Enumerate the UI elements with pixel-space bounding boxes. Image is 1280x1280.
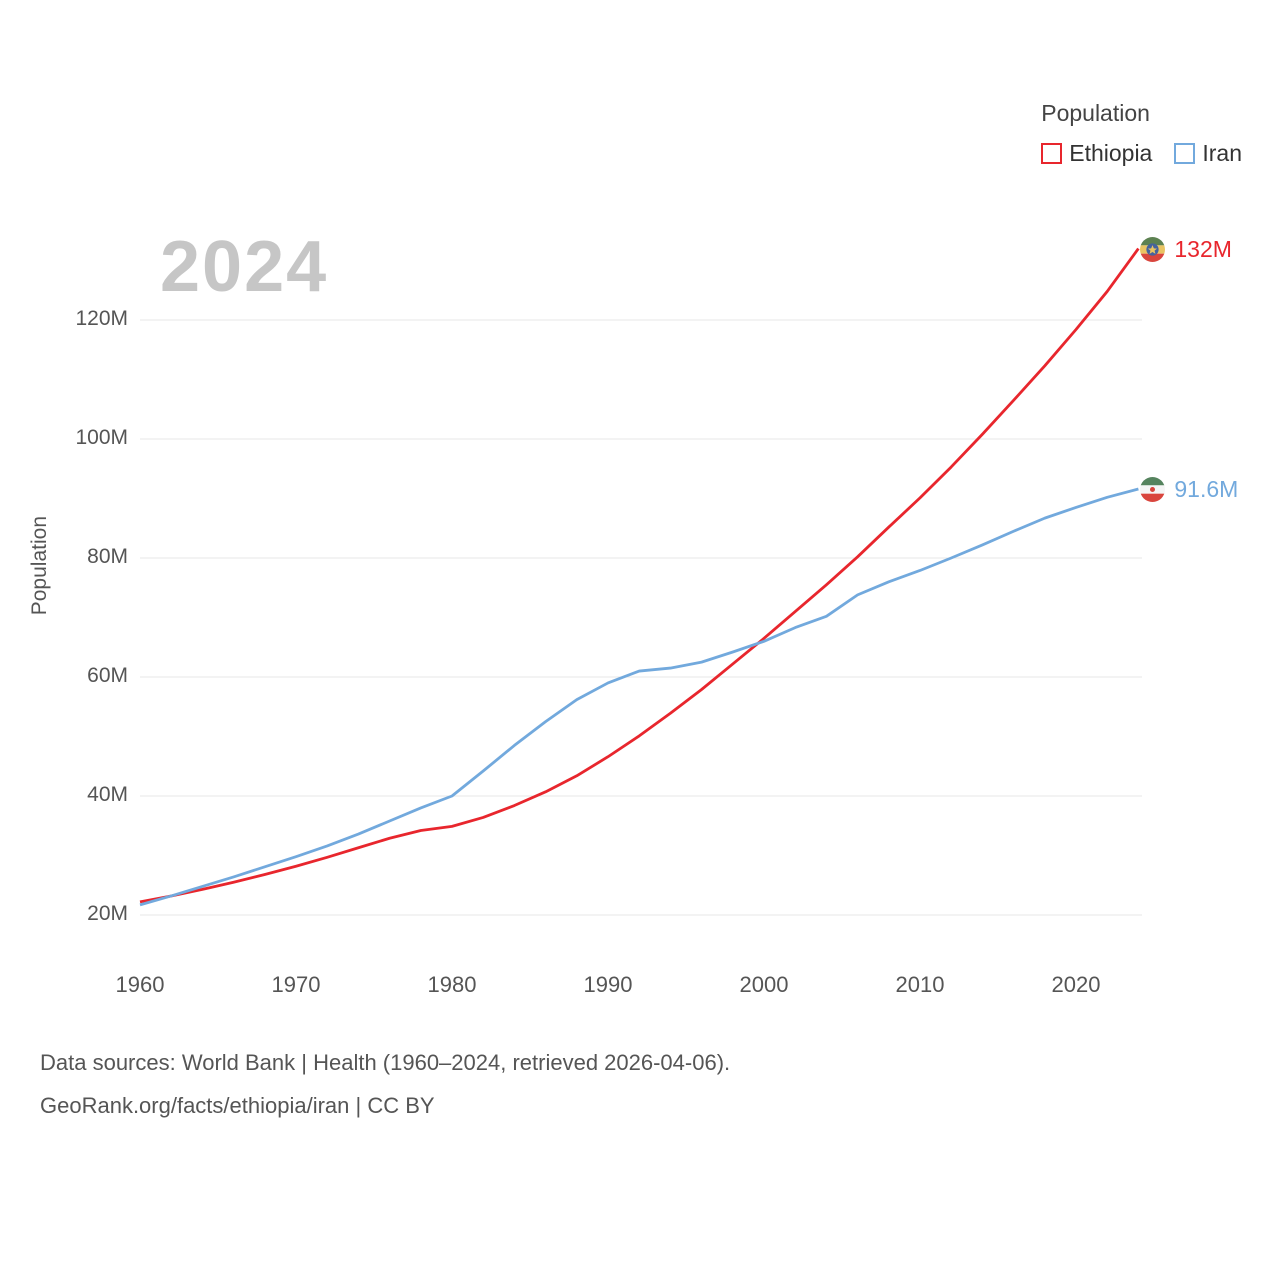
data-sources-line: Data sources: World Bank | Health (1960–… xyxy=(40,1050,731,1075)
x-tick-label: 2000 xyxy=(739,972,789,997)
legend-entry-label: Iran xyxy=(1202,140,1242,166)
ethiopia-series-swatch xyxy=(1041,143,1063,164)
x-tick-label: 1960 xyxy=(115,972,165,997)
legend-entries: Ethiopia Iran xyxy=(1041,140,1242,167)
gridlines xyxy=(140,319,1142,916)
x-tick-label: 2020 xyxy=(1051,972,1101,997)
legend-title: Population xyxy=(1041,100,1150,126)
iran-end-marker: 91.6M xyxy=(1140,476,1238,503)
iran-end-value: 91.6M xyxy=(1174,475,1239,502)
ethiopia-series-line[interactable] xyxy=(139,247,1140,904)
footer: Data sources: World Bank | Health (1960–… xyxy=(40,1042,730,1128)
ethiopia-end-value: 132M xyxy=(1174,235,1232,262)
y-tick-label: 20M xyxy=(87,902,128,925)
x-tick-label: 2010 xyxy=(895,972,945,997)
legend-entry-ethiopia[interactable]: Ethiopia xyxy=(1041,140,1152,167)
y-tick-label: 100M xyxy=(75,426,128,449)
y-tick-label: 120M xyxy=(75,307,128,330)
y-tick-label: 40M xyxy=(87,783,128,806)
y-tick-label: 60M xyxy=(87,664,128,687)
iran-series-swatch xyxy=(1174,143,1196,164)
legend: Population Ethiopia Iran xyxy=(1041,100,1242,167)
x-tick-label: 1980 xyxy=(427,972,477,997)
y-tick-label: 80M xyxy=(87,545,128,568)
ethiopia-end-marker: 132M xyxy=(1140,236,1232,263)
x-tick-label: 1990 xyxy=(583,972,633,997)
legend-entry-label: Ethiopia xyxy=(1069,140,1153,166)
year-watermark: 2024 xyxy=(160,227,329,307)
ethiopia-flag-icon xyxy=(1140,236,1166,262)
attribution-line: GeoRank.org/facts/ethiopia/iran | CC BY xyxy=(40,1092,435,1118)
iran-flag-icon xyxy=(1140,476,1166,502)
x-tick-label: 1970 xyxy=(271,972,321,997)
series-lines xyxy=(139,247,1140,907)
iran-series-line[interactable] xyxy=(139,487,1139,907)
legend-entry-iran[interactable]: Iran xyxy=(1174,140,1242,167)
